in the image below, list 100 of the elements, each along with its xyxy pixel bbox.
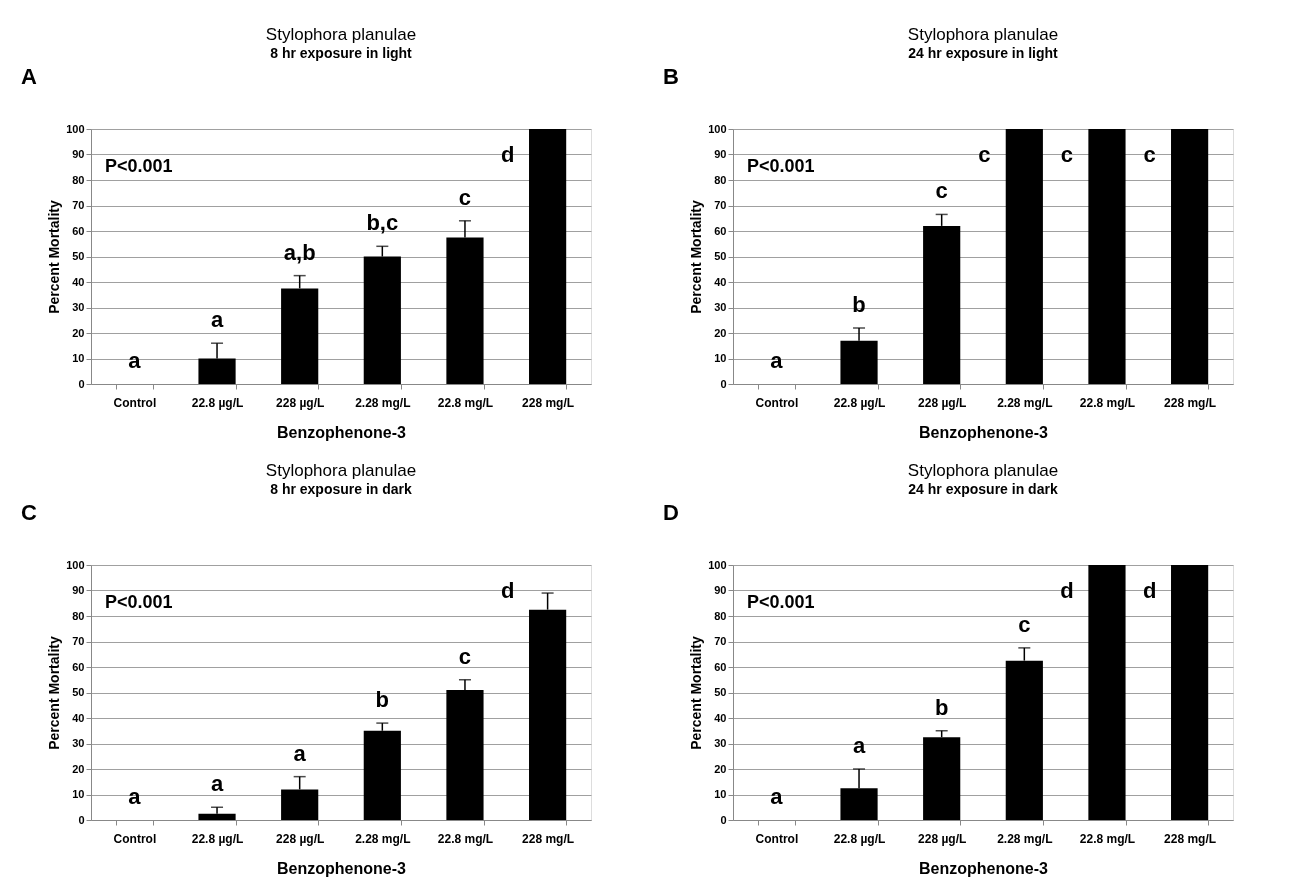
y-tick-label: 30 xyxy=(714,301,727,313)
y-tick-label: 100 xyxy=(708,122,727,135)
y-tick-label: 100 xyxy=(708,558,727,571)
annotation: a xyxy=(770,348,784,374)
y-tick-label: 0 xyxy=(720,377,727,390)
annotation: P<0.001 xyxy=(747,592,815,613)
y-tick-label: 50 xyxy=(714,686,727,698)
bar xyxy=(1005,129,1043,384)
bar xyxy=(1171,129,1209,384)
y-tick-label: 10 xyxy=(72,352,85,364)
y-tick-label: 50 xyxy=(714,250,727,262)
y-tick-label: 30 xyxy=(714,737,727,749)
chart-title: Stylophora planulae xyxy=(265,461,417,480)
y-tick-label: 90 xyxy=(714,584,727,596)
y-tick-label: 40 xyxy=(72,711,85,724)
annotation: d xyxy=(500,577,515,603)
y-tick-label: 40 xyxy=(714,711,727,724)
annotation: a xyxy=(293,740,307,766)
y-tick-label: 30 xyxy=(72,737,85,749)
y-axis-title: Percent Mortality xyxy=(688,200,705,314)
y-tick-label: 0 xyxy=(720,813,727,826)
chart-subtitle: 24 hr exposure in light xyxy=(908,45,1059,61)
annotation: b xyxy=(852,291,866,317)
y-tick-label: 90 xyxy=(714,148,727,160)
annotation: a,b xyxy=(283,239,316,265)
y-axis-title: Percent Mortality xyxy=(46,636,63,750)
annotation: a xyxy=(210,771,224,797)
x-tick-label: 228 mg/L xyxy=(1164,395,1217,410)
y-tick-label: 10 xyxy=(714,788,727,800)
x-tick-label: 228 mg/L xyxy=(1164,831,1217,846)
y-tick-label: 60 xyxy=(72,660,85,673)
y-tick-label: 100 xyxy=(66,122,85,135)
y-tick-label: 50 xyxy=(72,686,85,698)
chart-subtitle: 8 hr exposure in dark xyxy=(270,481,413,497)
y-tick-label: 60 xyxy=(714,660,727,673)
annotation: a xyxy=(852,733,866,759)
annotation: c xyxy=(1143,141,1156,167)
x-tick-label: 228 µg/L xyxy=(918,395,967,410)
annotation: P<0.001 xyxy=(105,156,173,177)
y-tick-label: 70 xyxy=(714,635,727,647)
text: A xyxy=(21,64,37,89)
bar xyxy=(1171,565,1209,820)
bar xyxy=(1088,129,1126,384)
y-tick-label: 10 xyxy=(714,352,727,364)
text: B xyxy=(663,64,679,89)
y-tick-label: 80 xyxy=(72,609,85,622)
y-tick-label: 70 xyxy=(72,635,85,647)
x-tick-label: 22.8 mg/L xyxy=(437,395,494,410)
y-tick-label: 20 xyxy=(72,326,85,339)
annotation: a xyxy=(210,307,224,333)
x-tick-label: 2.28 mg/L xyxy=(997,831,1053,846)
annotation: a xyxy=(128,348,142,374)
y-tick-label: 20 xyxy=(714,326,727,339)
annotation: P<0.001 xyxy=(105,592,173,613)
y-axis-title: Percent Mortality xyxy=(688,636,705,750)
annotation: c xyxy=(1060,141,1074,167)
annotation: P<0.001 xyxy=(747,156,815,177)
annotation: a xyxy=(770,784,784,810)
chart-title: Stylophora planulae xyxy=(265,25,417,44)
annotation: d xyxy=(1060,577,1074,603)
y-tick-label: 70 xyxy=(714,199,727,211)
x-tick-label: 2.28 mg/L xyxy=(355,395,411,410)
y-tick-label: 60 xyxy=(72,224,85,237)
annotation: b,c xyxy=(366,210,399,236)
x-tick-label: 22.8 µg/L xyxy=(833,395,886,410)
y-axis-title: Percent Mortality xyxy=(46,200,63,314)
x-tick-label: 2.28 mg/L xyxy=(997,395,1053,410)
x-tick-label: 22.8 mg/L xyxy=(437,831,494,846)
x-tick-label: Control xyxy=(755,395,799,410)
x-tick-label: Control xyxy=(113,831,157,846)
annotation: c xyxy=(1018,611,1031,637)
y-tick-label: 0 xyxy=(78,377,85,390)
annotation: c xyxy=(458,184,472,210)
x-tick-label: 228 µg/L xyxy=(276,395,325,410)
y-tick-label: 40 xyxy=(72,275,85,288)
x-tick-label: Control xyxy=(755,831,799,846)
annotation: d xyxy=(1142,577,1157,603)
bar xyxy=(1088,565,1126,820)
x-tick-label: 2.28 mg/L xyxy=(355,831,411,846)
x-tick-label: 22.8 µg/L xyxy=(191,831,244,846)
x-tick-label: 228 µg/L xyxy=(276,831,325,846)
y-tick-label: 80 xyxy=(72,173,85,186)
x-axis-title: Benzophenone-3 xyxy=(277,859,407,877)
x-tick-label: 22.8 µg/L xyxy=(191,395,244,410)
x-tick-label: 228 µg/L xyxy=(918,831,967,846)
y-tick-label: 20 xyxy=(714,762,727,775)
chart-subtitle: 8 hr exposure in light xyxy=(270,45,413,61)
x-tick-label: 228 mg/L xyxy=(522,831,575,846)
y-tick-label: 90 xyxy=(72,584,85,596)
annotation: b xyxy=(375,687,390,713)
y-tick-label: 100 xyxy=(66,558,85,571)
y-tick-label: 90 xyxy=(72,148,85,160)
y-tick-label: 10 xyxy=(72,788,85,800)
chart-title: Stylophora planulae xyxy=(907,461,1059,480)
y-tick-label: 70 xyxy=(72,199,85,211)
annotation: a xyxy=(128,784,142,810)
x-tick-label: 22.8 mg/L xyxy=(1079,395,1136,410)
annotation: d xyxy=(500,141,515,167)
x-axis-title: Benzophenone-3 xyxy=(919,859,1049,877)
x-tick-label: Control xyxy=(113,395,157,410)
